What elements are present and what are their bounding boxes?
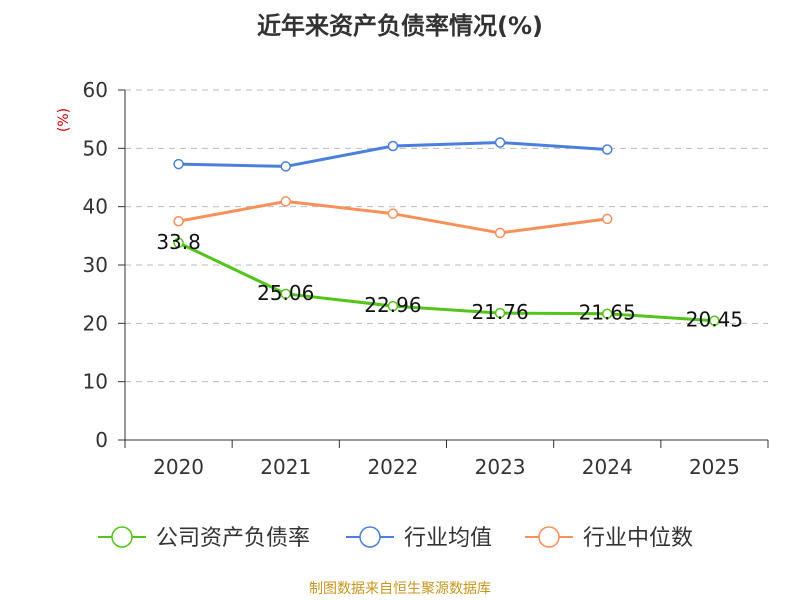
x-tick-label: 2023 [475, 455, 526, 479]
legend[interactable]: 公司资产负债率 行业均值 行业中位数 [98, 526, 693, 551]
legend-item[interactable]: 行业均值 [346, 526, 492, 551]
y-tick-label: 60 [83, 78, 108, 102]
data-point [494, 137, 506, 148]
legend-swatch-marker [111, 526, 133, 548]
x-tick-label: 2020 [153, 455, 204, 479]
data-point [173, 216, 184, 227]
data-point [280, 161, 291, 172]
data-source-note: 制图数据来自恒生聚源数据库 [309, 581, 491, 597]
data-point [602, 308, 613, 319]
data-point [602, 144, 613, 155]
data-point [387, 208, 399, 219]
data-point [173, 237, 184, 249]
y-tick-label: 40 [83, 195, 108, 219]
y-axis-ticks: 0 10 20 30 40 50 60 [83, 78, 125, 452]
legend-swatch-marker [538, 526, 560, 548]
legend-label: 行业均值 [404, 526, 492, 551]
data-labels: 33.8 25.06 22.96 21.76 21.65 20.45 [156, 230, 743, 332]
y-tick-label: 30 [83, 253, 108, 277]
x-tick-label: 2021 [260, 455, 311, 479]
data-point [602, 213, 613, 225]
y-tick-label: 50 [83, 136, 108, 160]
x-axis-ticks: 2020 2021 2022 2023 2024 2025 [124, 440, 769, 479]
legend-item[interactable]: 公司资产负债率 [98, 526, 310, 551]
data-point [494, 307, 506, 319]
data-label: 33.8 [156, 230, 201, 254]
data-label: 20.45 [686, 308, 743, 332]
x-tick-label: 2022 [367, 455, 418, 479]
legend-item[interactable]: 行业中位数 [525, 526, 693, 551]
data-point [494, 227, 506, 239]
data-label: 25.06 [257, 281, 314, 305]
data-label: 22.96 [364, 293, 421, 317]
series-line [177, 241, 715, 323]
data-label: 21.76 [471, 300, 528, 324]
y-tick-label: 0 [95, 428, 108, 452]
data-point [387, 300, 399, 312]
y-tick-label: 10 [83, 370, 108, 394]
x-tick-label: 2024 [582, 455, 633, 479]
legend-swatch-marker [359, 526, 381, 548]
grid-lines [125, 89, 768, 383]
data-label: 21.65 [579, 301, 636, 325]
y-tick-label: 20 [83, 311, 108, 335]
data-point [280, 196, 291, 207]
legend-label: 行业中位数 [583, 526, 693, 551]
data-point [387, 140, 399, 152]
data-point [173, 158, 184, 170]
data-point [280, 288, 291, 300]
chart-title: 近年来资产负债率情况(%) [257, 12, 543, 40]
data-point [709, 315, 720, 326]
legend-label: 公司资产负债率 [156, 526, 310, 551]
series-points [173, 137, 720, 326]
x-tick-label: 2025 [689, 455, 740, 479]
